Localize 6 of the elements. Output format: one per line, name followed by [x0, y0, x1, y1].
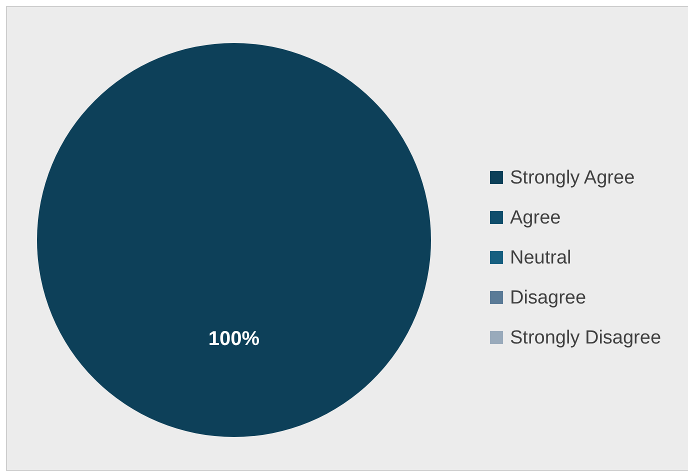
legend-label: Strongly Disagree [510, 328, 662, 348]
legend-label: Disagree [510, 288, 586, 308]
legend-label: Strongly Agree [510, 168, 635, 188]
data-label: 100% [208, 328, 260, 350]
legend-label: Neutral [510, 248, 572, 268]
legend-label: Agree [510, 208, 561, 228]
